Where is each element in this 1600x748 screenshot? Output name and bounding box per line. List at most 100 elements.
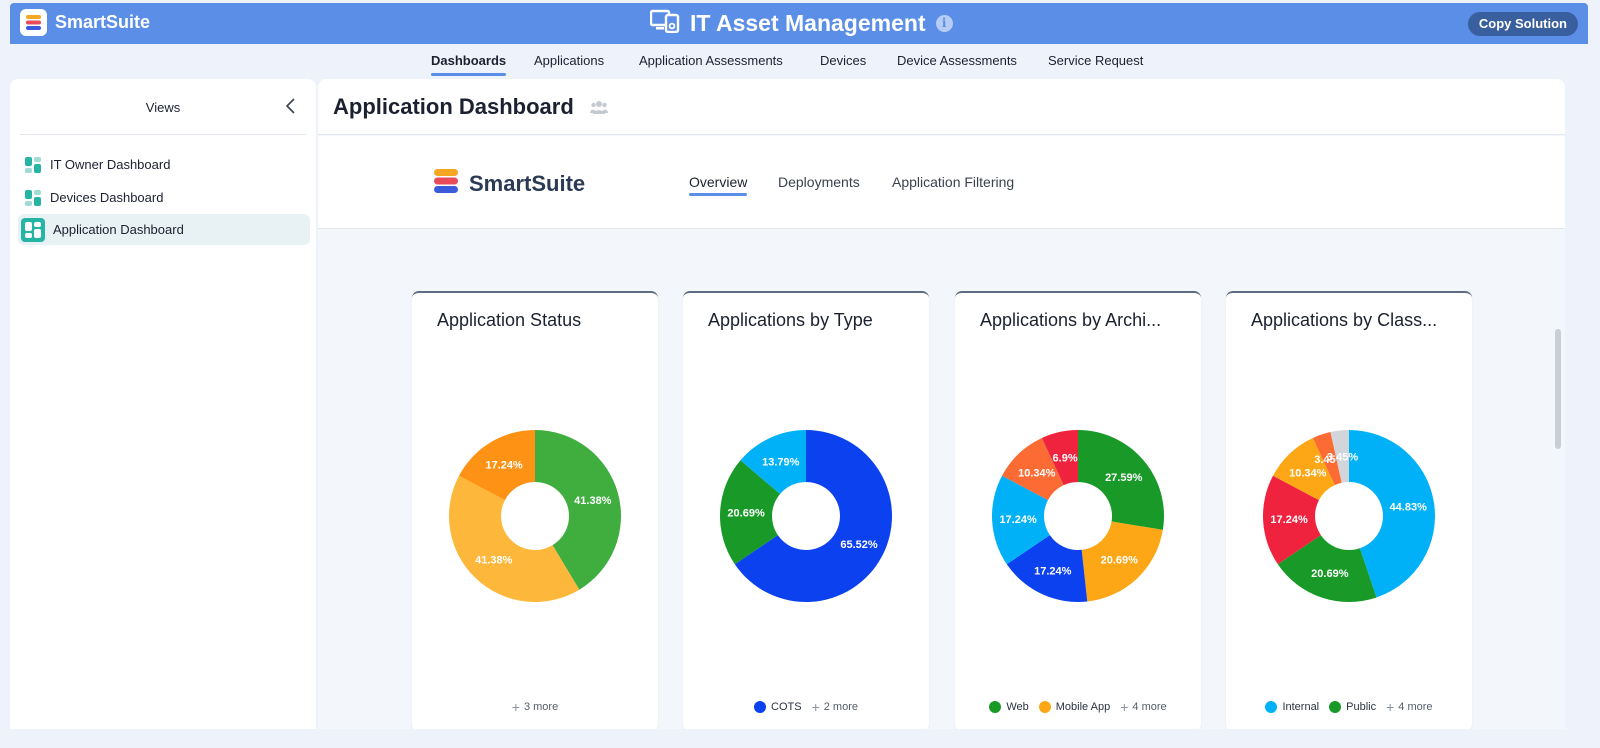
slice-label: 3.45% [1327, 451, 1358, 463]
chart-legend: COTS +2 more [683, 700, 929, 714]
legend-item[interactable]: Internal [1265, 701, 1319, 713]
applications-by-classification-card: Applications by Class... 44.83% 20.69% 17.… [1226, 291, 1472, 729]
slice-label: 27.59% [1105, 472, 1143, 484]
tab-service-request[interactable]: Service Request [1048, 53, 1144, 68]
sidebar-item-devices-dashboard[interactable]: Devices Dashboard [18, 182, 310, 213]
tab-applications[interactable]: Applications [534, 53, 605, 68]
chart-legend: +3 more [412, 698, 658, 715]
pie-slice[interactable] [1081, 521, 1163, 602]
tab-device-assessments[interactable]: Device Assessments [897, 53, 1017, 68]
pie-slice[interactable] [740, 430, 806, 494]
slice-label: 65.52% [840, 539, 878, 551]
pie-slice[interactable] [1002, 437, 1064, 501]
legend-label: Mobile App [1055, 701, 1111, 713]
slice-label: 17.24% [999, 514, 1037, 526]
applications-by-architecture-card: Applications by Archi... 27.59% 20.69% 17.… [955, 291, 1201, 729]
slice-label: 44.83% [1390, 501, 1428, 513]
pie-slice[interactable] [992, 475, 1050, 565]
pie-slice[interactable] [1273, 437, 1335, 501]
tab-deployments[interactable]: Deployments [778, 174, 860, 190]
legend-more-button[interactable]: +2 more [812, 700, 858, 714]
tab-overview[interactable]: Overview [689, 174, 748, 196]
legend-dot [1265, 701, 1278, 713]
top-bar: SmartSuite IT Asset Management i Copy So… [10, 3, 1588, 44]
pie-slice[interactable] [1349, 430, 1435, 598]
applications-by-type-donut-chart[interactable]: 65.52% 20.69% 13.79% [713, 423, 899, 609]
legend-label: Public [1346, 701, 1377, 713]
pie-slice[interactable] [1277, 535, 1377, 602]
card-title: Applications by Class... [1251, 310, 1438, 330]
pie-slice[interactable] [1041, 430, 1078, 486]
pie-slice[interactable] [720, 460, 781, 565]
pie-slice[interactable] [1263, 475, 1321, 565]
applications-by-architecture-donut-chart[interactable]: 27.59% 20.69% 17.24% 17.24% 10.34% 6.9% [985, 423, 1171, 609]
legend-item[interactable]: Web [989, 701, 1029, 713]
pie-slice[interactable] [1078, 430, 1164, 530]
brand[interactable]: SmartSuite [20, 9, 150, 36]
people-icon[interactable] [590, 99, 608, 115]
smartsuite-logo-icon [20, 9, 47, 36]
sidebar-item-label: Devices Dashboard [50, 190, 164, 205]
info-icon[interactable]: i [935, 15, 953, 32]
slice-label: 10.34% [1018, 467, 1056, 479]
card-title: Application Status [437, 310, 582, 330]
legend-more-button[interactable]: +4 more [1120, 700, 1167, 714]
chart-legend: Web Mobile App +4 more [955, 700, 1201, 714]
vertical-scrollbar[interactable] [1555, 329, 1561, 449]
app-title: IT Asset Management i [649, 9, 953, 38]
sidebar-item-application-dashboard[interactable]: Application Dashboard [18, 214, 310, 245]
tab-devices[interactable]: Devices [820, 53, 867, 68]
brand-name: SmartSuite [55, 12, 151, 32]
nav-tabs: Dashboards Applications Application Asse… [10, 44, 1588, 79]
slice-label: 17.24% [485, 460, 523, 472]
page-title: Application Dashboard [333, 94, 574, 119]
pie-slice[interactable] [1006, 535, 1088, 602]
legend-dot [1038, 701, 1051, 713]
dashboard-banner: SmartSuite Overview Deployments Applicat… [318, 136, 1565, 229]
legend-dot [1329, 701, 1342, 713]
legend-more-button[interactable]: +4 more [1386, 700, 1432, 714]
slice-label: 17.24% [1270, 514, 1308, 526]
pie-slice[interactable] [1312, 432, 1342, 486]
legend-item[interactable]: COTS [754, 701, 802, 713]
sidebar-item-label: IT Owner Dashboard [50, 157, 171, 172]
dashboard-icon [24, 156, 42, 174]
legend-more-button[interactable]: +3 more [511, 698, 559, 715]
sidebar-item-label: Application Dashboard [53, 222, 184, 237]
legend-label: COTS [771, 701, 802, 713]
tab-application-filtering[interactable]: Application Filtering [892, 174, 1015, 190]
slice-label: 20.69% [1101, 555, 1139, 567]
pie-slice[interactable] [734, 430, 892, 602]
sidebar-divider [20, 134, 306, 135]
pie-slice[interactable] [449, 475, 580, 602]
app-title-text: IT Asset Management [690, 10, 926, 36]
chevron-left-icon[interactable] [284, 97, 298, 115]
plus-icon: + [511, 698, 520, 715]
legend-item[interactable]: Mobile App [1038, 701, 1111, 713]
applications-by-classification-donut-chart[interactable]: 44.83%20.69%17.24%10.34%3.45%3.45% [1256, 423, 1442, 609]
slice-label: 6.9% [1053, 452, 1078, 464]
copy-solution-button[interactable]: Copy Solution [1467, 12, 1578, 36]
legend-label: Internal [1282, 701, 1320, 713]
slice-label: 10.34% [1289, 467, 1327, 479]
legend-dot [989, 701, 1002, 713]
tab-application-assessments[interactable]: Application Assessments [639, 53, 783, 68]
pie-slice[interactable] [1330, 430, 1349, 483]
tab-dashboards[interactable]: Dashboards [431, 53, 507, 76]
views-title: Views [145, 100, 181, 115]
slice-label: 20.69% [727, 508, 765, 520]
application-status-card: Application Status 41.38% 41.38% 17.24% +3… [412, 291, 658, 729]
card-title: Applications by Archi... [980, 310, 1162, 330]
sidebar-item-it-owner-dashboard[interactable]: IT Owner Dashboard [18, 149, 310, 180]
legend-more-label: 4 more [1132, 701, 1167, 713]
application-status-donut-chart[interactable]: 41.38% 41.38% 17.24% [442, 423, 628, 609]
main-header: Application Dashboard [318, 79, 1565, 135]
pie-slice[interactable] [535, 430, 621, 590]
applications-by-type-card: Applications by Type 65.52% 20.69% 13.79% … [683, 291, 929, 729]
pie-slice[interactable] [459, 430, 535, 501]
dashboard-icon [24, 189, 42, 207]
banner-brand: SmartSuite [433, 168, 585, 199]
card-title: Applications by Type [708, 310, 873, 330]
legend-item[interactable]: Public [1329, 701, 1376, 713]
legend-more-label: 3 more [523, 701, 559, 713]
